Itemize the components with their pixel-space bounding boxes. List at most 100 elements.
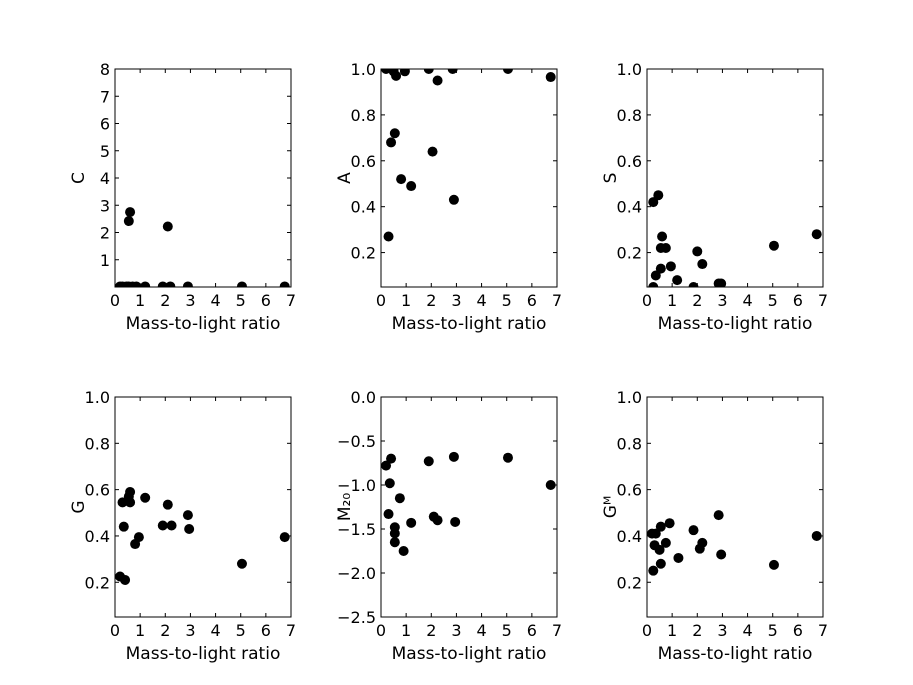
x-tick-label: 2 (426, 621, 436, 640)
data-point (655, 558, 666, 569)
x-tick-label: 7 (552, 621, 562, 640)
data-point (697, 537, 708, 548)
x-tick-label: 4 (210, 291, 220, 310)
y-tick-label: 1.0 (85, 388, 110, 407)
y-tick-label: 0.6 (617, 481, 642, 500)
x-tick-label: 2 (160, 291, 170, 310)
data-point (123, 491, 134, 502)
x-tick-label: 5 (236, 291, 246, 310)
data-point (672, 275, 683, 286)
y-tick-label: 8 (100, 60, 110, 79)
plot-frame (114, 396, 292, 618)
x-tick-label: 2 (692, 621, 702, 640)
data-point (381, 69, 392, 74)
data-point (389, 528, 400, 539)
x-tick-label: 3 (717, 291, 727, 310)
data-point (182, 281, 193, 287)
series-points (381, 451, 556, 556)
data-point (162, 499, 173, 510)
x-tick-label: 7 (286, 621, 296, 640)
x-tick-label: 1 (401, 621, 411, 640)
data-point (664, 518, 675, 529)
data-point (502, 452, 513, 463)
data-point (236, 281, 247, 287)
x-tick-label: 1 (135, 291, 145, 310)
data-point (140, 492, 151, 503)
data-point (545, 72, 556, 83)
data-point (432, 515, 443, 526)
data-point (131, 281, 142, 287)
series-points (115, 486, 290, 585)
y-tick-label: 0.2 (617, 244, 642, 263)
y-tick-label: 2 (100, 224, 110, 243)
data-point (130, 539, 141, 550)
data-point (713, 510, 724, 521)
x-tick-label: 2 (692, 291, 702, 310)
y-tick-label: −1.0 (337, 476, 376, 495)
x-tick-label: 3 (185, 621, 195, 640)
x-tick-label: 5 (768, 291, 778, 310)
data-point (688, 282, 699, 287)
data-point (660, 242, 671, 253)
y-tick-label: 0.6 (617, 152, 642, 171)
data-point (384, 478, 395, 489)
y-tick-label: 1 (100, 251, 110, 270)
data-point (657, 231, 668, 242)
x-tick-label: 6 (527, 291, 537, 310)
data-point (648, 565, 659, 576)
x-tick-label: 7 (286, 291, 296, 310)
x-tick-label: 3 (185, 291, 195, 310)
data-point (383, 231, 394, 242)
data-point (502, 69, 513, 74)
data-point (396, 174, 407, 185)
data-point (673, 552, 684, 563)
x-tick-label: 3 (451, 621, 461, 640)
x-tick-label: 0 (376, 291, 386, 310)
series-points (647, 510, 822, 576)
x-axis-label: Mass-to-light ratio (126, 314, 281, 334)
data-point (389, 128, 400, 139)
data-point (165, 281, 176, 287)
data-point (811, 229, 822, 240)
y-tick-label: 0.4 (617, 527, 642, 546)
x-tick-label: 1 (667, 621, 677, 640)
x-axis-label: Mass-to-light ratio (392, 644, 547, 664)
data-point (125, 207, 136, 218)
y-tick-label: 7 (100, 87, 110, 106)
x-tick-label: 0 (376, 621, 386, 640)
data-point (650, 270, 661, 281)
plot-frame (380, 68, 558, 288)
data-point (423, 69, 434, 74)
x-tick-label: 4 (742, 291, 752, 310)
y-tick-label: 3 (100, 196, 110, 215)
y-tick-label: 5 (100, 142, 110, 161)
x-tick-label: 0 (110, 291, 120, 310)
x-tick-label: 4 (742, 621, 752, 640)
y-tick-label: 6 (100, 115, 110, 134)
data-point (398, 546, 409, 556)
y-tick-label: −2.0 (337, 564, 376, 583)
y-tick-label: 0.8 (617, 106, 642, 125)
data-point (427, 146, 438, 157)
series-points (115, 207, 290, 287)
x-tick-label: 1 (135, 621, 145, 640)
data-point (716, 549, 727, 560)
x-tick-label: 5 (768, 621, 778, 640)
x-tick-label: 4 (210, 621, 220, 640)
y-axis-label: C (69, 172, 89, 184)
data-point (279, 532, 290, 543)
y-tick-label: 0.4 (617, 198, 642, 217)
y-tick-label: 0.8 (85, 434, 110, 453)
data-point (716, 278, 727, 287)
x-tick-label: 6 (261, 621, 271, 640)
y-tick-label: 0.2 (351, 244, 376, 263)
data-point (768, 240, 779, 251)
data-point (123, 216, 134, 227)
data-point (118, 521, 129, 532)
y-axis-label: S (601, 173, 621, 184)
data-point (394, 493, 405, 504)
data-point (182, 510, 193, 521)
data-point (279, 281, 290, 287)
y-tick-label: 0.4 (351, 198, 376, 217)
